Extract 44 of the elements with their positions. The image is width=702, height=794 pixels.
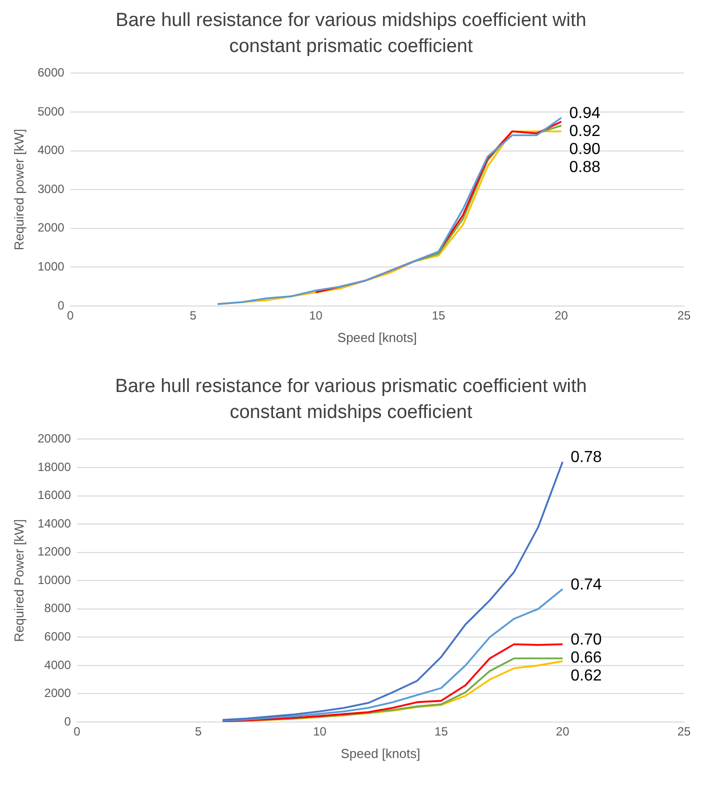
y-tick-label: 0 xyxy=(58,298,65,312)
y-tick-label: 2000 xyxy=(44,686,72,700)
y-tick-label: 2000 xyxy=(38,220,65,235)
y-tick-label: 12000 xyxy=(38,544,72,559)
y-tick-label: 6000 xyxy=(38,66,65,80)
y-tick-label: 1000 xyxy=(38,260,65,274)
y-tick-label: 4000 xyxy=(44,658,72,672)
y-axis-title: Required power [kW] xyxy=(11,128,26,250)
series-label: 0.90 xyxy=(569,141,600,158)
series-label: 0.74 xyxy=(570,576,602,594)
series-label: 0.94 xyxy=(569,105,600,122)
y-tick-label: 3000 xyxy=(38,182,65,196)
x-axis-title: Speed [knots] xyxy=(337,330,417,345)
series-label: 0.88 xyxy=(569,159,600,176)
series-label: 0.62 xyxy=(570,668,602,685)
x-tick-label: 10 xyxy=(309,308,323,323)
y-tick-label: 20000 xyxy=(38,432,72,446)
y-tick-label: 6000 xyxy=(44,629,72,644)
series-label: 0.92 xyxy=(569,123,600,140)
y-tick-label: 0 xyxy=(64,714,72,728)
x-tick-label: 5 xyxy=(195,724,202,739)
x-tick-label: 0 xyxy=(74,724,81,739)
chart-title: Bare hull resistance for various midships coefficient with constant prismatic coefficient xyxy=(114,9,588,59)
y-axis-title: Required Power [kW] xyxy=(11,519,26,642)
series-label: 0.70 xyxy=(570,632,602,649)
y-tick-label: 4000 xyxy=(38,143,65,158)
x-tick-label: 15 xyxy=(432,308,446,323)
x-tick-label: 20 xyxy=(554,308,568,323)
x-tick-label: 20 xyxy=(556,724,570,739)
y-tick-label: 5000 xyxy=(38,104,65,118)
y-tick-label: 14000 xyxy=(38,516,72,530)
x-tick-label: 15 xyxy=(434,724,448,739)
y-tick-label: 18000 xyxy=(38,460,72,474)
x-tick-label: 25 xyxy=(677,308,691,323)
y-tick-label: 10000 xyxy=(38,572,72,587)
x-axis-title: Speed [knots] xyxy=(340,746,420,761)
x-tick-label: 10 xyxy=(313,724,327,739)
x-tick-label: 5 xyxy=(190,308,197,323)
chart-title: Bare hull resistance for various prismatic coefficient with constant midships coefficient xyxy=(114,375,588,425)
series-label: 0.78 xyxy=(570,449,602,466)
y-tick-label: 8000 xyxy=(44,601,72,616)
x-tick-label: 25 xyxy=(677,724,691,739)
y-tick-label: 16000 xyxy=(38,488,72,502)
series-label: 0.66 xyxy=(570,650,602,667)
